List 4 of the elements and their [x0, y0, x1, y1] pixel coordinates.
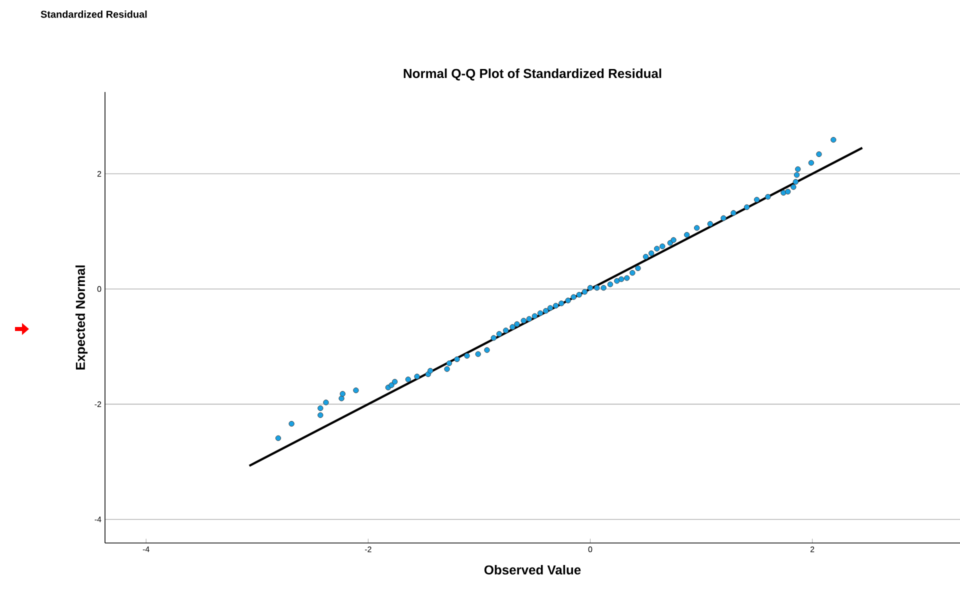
- y-axis-title: Expected Normal: [75, 266, 88, 370]
- chart-title: Normal Q-Q Plot of Standardized Residual: [404, 68, 662, 80]
- text: Standardized Residual: [40, 10, 147, 18]
- x-axis-title: Observed Value: [484, 564, 581, 575]
